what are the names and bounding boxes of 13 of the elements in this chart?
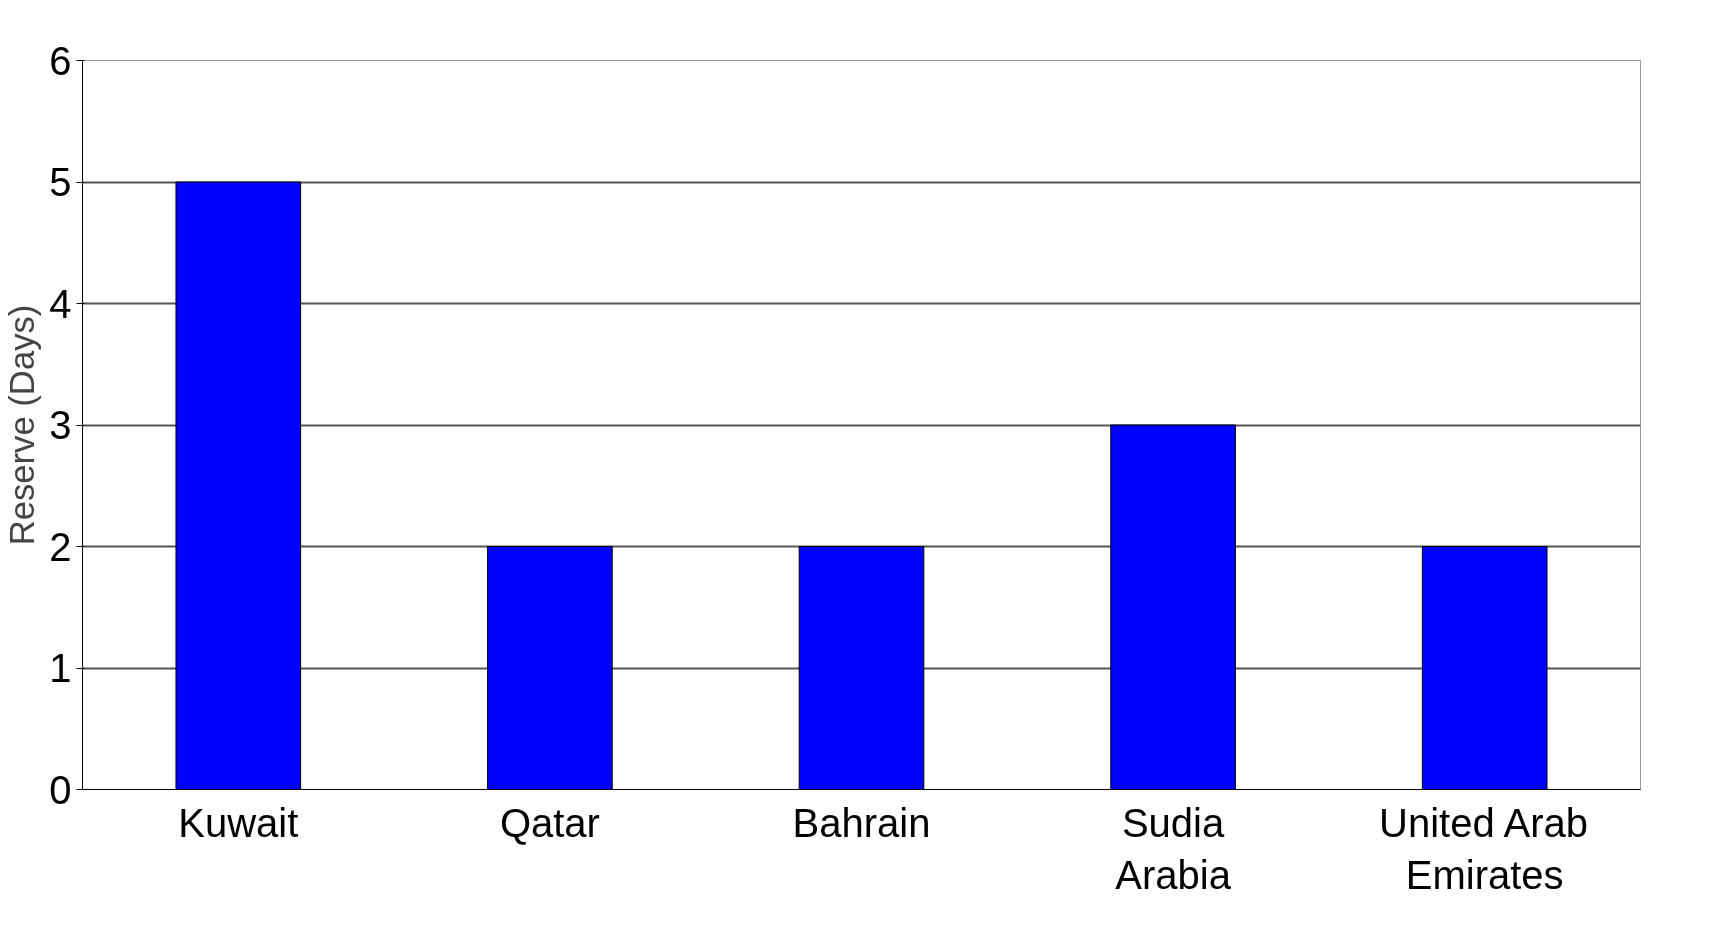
y-tick-label: 5 — [49, 160, 72, 204]
y-axis-title: Reserve (Days) — [3, 304, 42, 546]
y-tick-label: 3 — [49, 403, 72, 447]
x-tick-label: Kuwait — [178, 800, 299, 845]
y-tick-label: 1 — [49, 646, 72, 690]
y-tick-label: 0 — [49, 767, 72, 812]
y-tick-label: 6 — [49, 38, 72, 83]
y-tick-label: 4 — [49, 281, 72, 326]
x-tick-label: United Arab Emirates — [1379, 800, 1589, 898]
x-tick-label: Sudia Arabia — [1115, 800, 1232, 898]
y-tick-label: 2 — [49, 524, 72, 569]
x-tick-label: Bahrain — [792, 800, 931, 845]
x-tick-label: Qatar — [499, 800, 600, 845]
